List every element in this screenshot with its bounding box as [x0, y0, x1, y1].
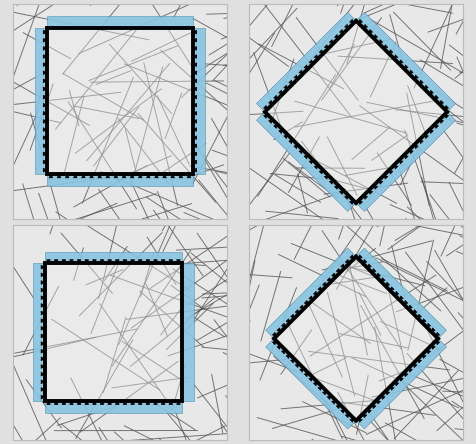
Polygon shape — [45, 263, 182, 401]
Polygon shape — [274, 257, 438, 420]
Polygon shape — [266, 248, 356, 339]
Polygon shape — [47, 28, 193, 174]
Polygon shape — [47, 16, 193, 28]
Polygon shape — [257, 12, 356, 112]
Polygon shape — [356, 12, 456, 112]
Polygon shape — [356, 339, 446, 429]
Polygon shape — [33, 263, 45, 401]
Polygon shape — [35, 28, 47, 174]
Polygon shape — [47, 174, 193, 186]
Polygon shape — [45, 252, 182, 263]
Polygon shape — [356, 112, 456, 211]
Polygon shape — [193, 28, 205, 174]
Polygon shape — [182, 263, 194, 401]
Polygon shape — [257, 112, 356, 211]
Polygon shape — [45, 401, 182, 413]
Polygon shape — [266, 339, 356, 429]
Polygon shape — [356, 248, 446, 339]
Polygon shape — [265, 21, 447, 203]
